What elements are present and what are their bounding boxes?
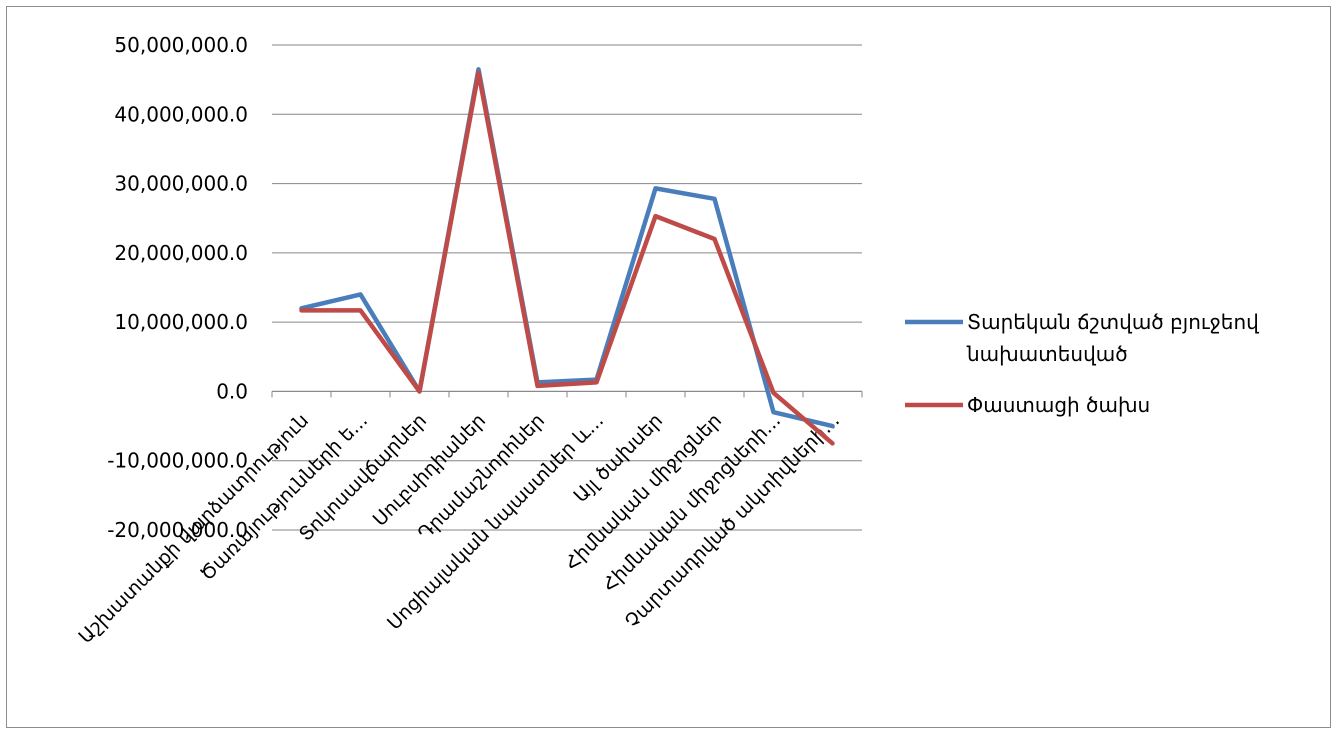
- y-tick-label: 20,000,000.0: [114, 241, 248, 265]
- series-lines: [299, 67, 835, 446]
- x-axis-ticks: Աշխատանքի վարձատրությունԾառայությունների…: [74, 409, 844, 648]
- chart-frame: [6, 6, 1331, 728]
- x-tick-label: Սոցիալական նպաստներ և...: [383, 409, 608, 634]
- y-tick-label: 10,000,000.0: [114, 310, 248, 334]
- x-tick-label: Չարտադրված ակտիվների...: [621, 409, 844, 632]
- legend: Տարեկան ճշտված բյուջեով նախատեսված Փաստացի…: [905, 310, 1259, 417]
- legend-label: Տարեկան ճշտված բյուջեով: [967, 310, 1259, 334]
- y-tick-label: 40,000,000.0: [114, 102, 248, 126]
- y-tick-label: -20,000,000.0: [107, 518, 248, 542]
- legend-label: նախատեսված: [966, 342, 1128, 366]
- y-tick-label: 50,000,000.0: [114, 33, 248, 57]
- y-axis-ticks: 50,000,000.0 40,000,000.0 30,000,000.0 20,0…: [107, 33, 248, 542]
- series-line-planned: [299, 67, 835, 429]
- grid-lines: [271, 44, 863, 531]
- y-tick-label: 0.0: [216, 379, 248, 403]
- y-tick-label: 30,000,000.0: [114, 172, 248, 196]
- y-tick-label: -10,000,000.0: [107, 449, 248, 473]
- legend-label: Փաստացի ծախս: [967, 393, 1150, 417]
- series-line-actual: [299, 70, 835, 446]
